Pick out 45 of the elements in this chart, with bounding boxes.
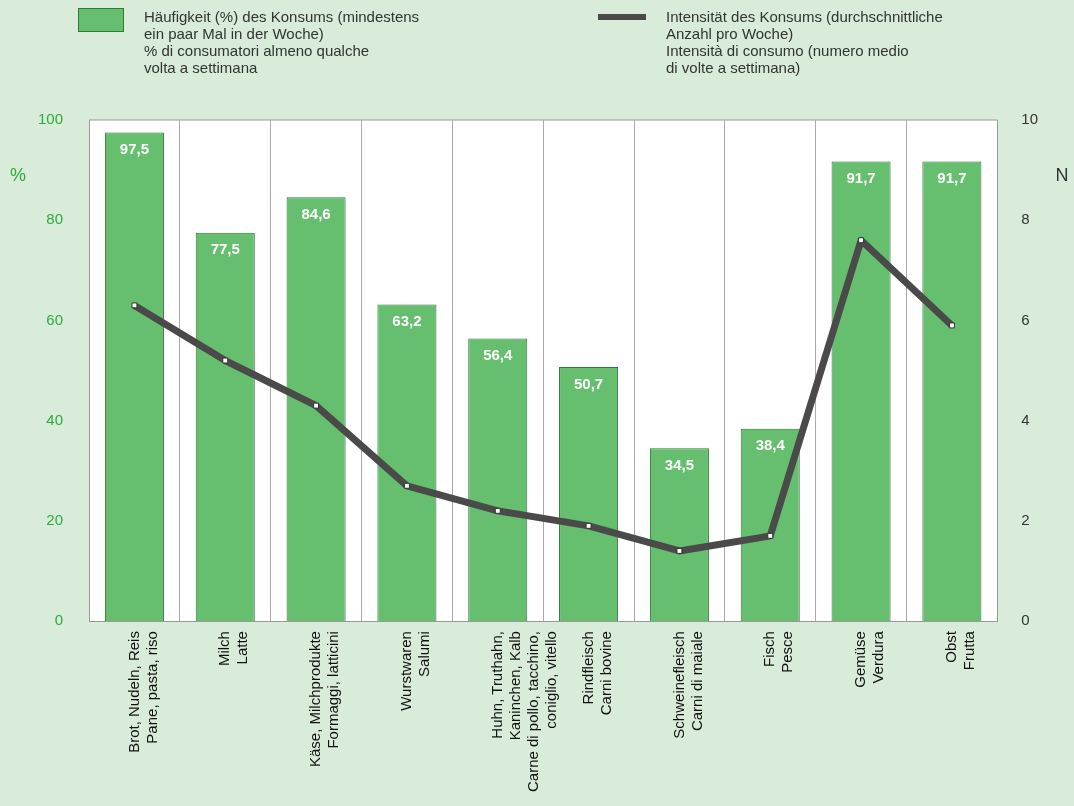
y-axis-title: % — [9, 164, 27, 185]
data-label: 63,2 — [392, 312, 422, 330]
y2-tick-label: 4 — [1021, 410, 1030, 428]
point — [948, 322, 955, 329]
point — [131, 302, 138, 309]
x-tick-label: Gemüse Verdura — [851, 630, 887, 688]
y-tick-label: 60 — [46, 310, 64, 328]
data-label: 91,7 — [846, 169, 876, 187]
y-tick-label: 80 — [46, 210, 64, 228]
legend-label: Häufigkeit (%) des Konsums (mindestens ein paar Mal in der Woche) % di consumatori almeno qualche volta a settimana — [144, 8, 420, 76]
x-tick-label: Milch Latte — [215, 631, 251, 667]
x-tick-label: Obst Frutta — [942, 630, 978, 671]
data-label: 34,5 — [664, 455, 695, 473]
point — [767, 532, 774, 539]
y2-tick-label: 8 — [1021, 210, 1030, 228]
data-label: 77,5 — [210, 240, 240, 258]
point — [585, 522, 592, 529]
data-label: 91,7 — [937, 169, 967, 187]
point — [494, 507, 501, 514]
y-tick-label: 20 — [46, 511, 64, 528]
x-tick-label: Käse, Milchprodukte Formaggi, latticini — [306, 631, 342, 767]
point — [858, 237, 865, 244]
data-label: 84,6 — [301, 204, 331, 222]
x-tick-label: Brot, Nudeln, Reis Pane, pasta, riso — [124, 631, 160, 753]
x-tick-label: Wurstwaren Salumi — [397, 631, 433, 711]
y-tick-label: 0 — [54, 611, 64, 629]
y2-tick-label: 10 — [1021, 110, 1038, 128]
point — [676, 547, 683, 554]
y2-axis-title: N — [1055, 164, 1069, 185]
point — [222, 357, 229, 364]
data-label: 38,4 — [755, 436, 786, 454]
point — [403, 482, 410, 489]
x-tick-label: Huhn, Truthahn, Kaninchen, Kalb Carne di pollo, tacchino, coniglio, vitello — [487, 631, 559, 793]
data-label: 50,7 — [573, 374, 604, 392]
legend-label: Intensität des Konsums (durchschnittliche Anzahl pro Woche) Intensità di consumo (numero medio di volte a settimana) — [666, 8, 943, 76]
y2-tick-label: 6 — [1021, 310, 1030, 328]
x-tick-label: Fisch Pesce — [760, 631, 796, 673]
y2-tick-label: 0 — [1021, 611, 1030, 629]
y2-tick-label: 2 — [1021, 511, 1030, 528]
y-tick-label: 40 — [46, 410, 64, 428]
point — [313, 402, 320, 409]
data-label: 97,5 — [119, 140, 150, 158]
y-tick-label: 100 — [38, 110, 64, 128]
data-label: 56,4 — [483, 346, 514, 364]
x-tick-label: Schweinefleisch Carni di maiale — [669, 631, 705, 739]
